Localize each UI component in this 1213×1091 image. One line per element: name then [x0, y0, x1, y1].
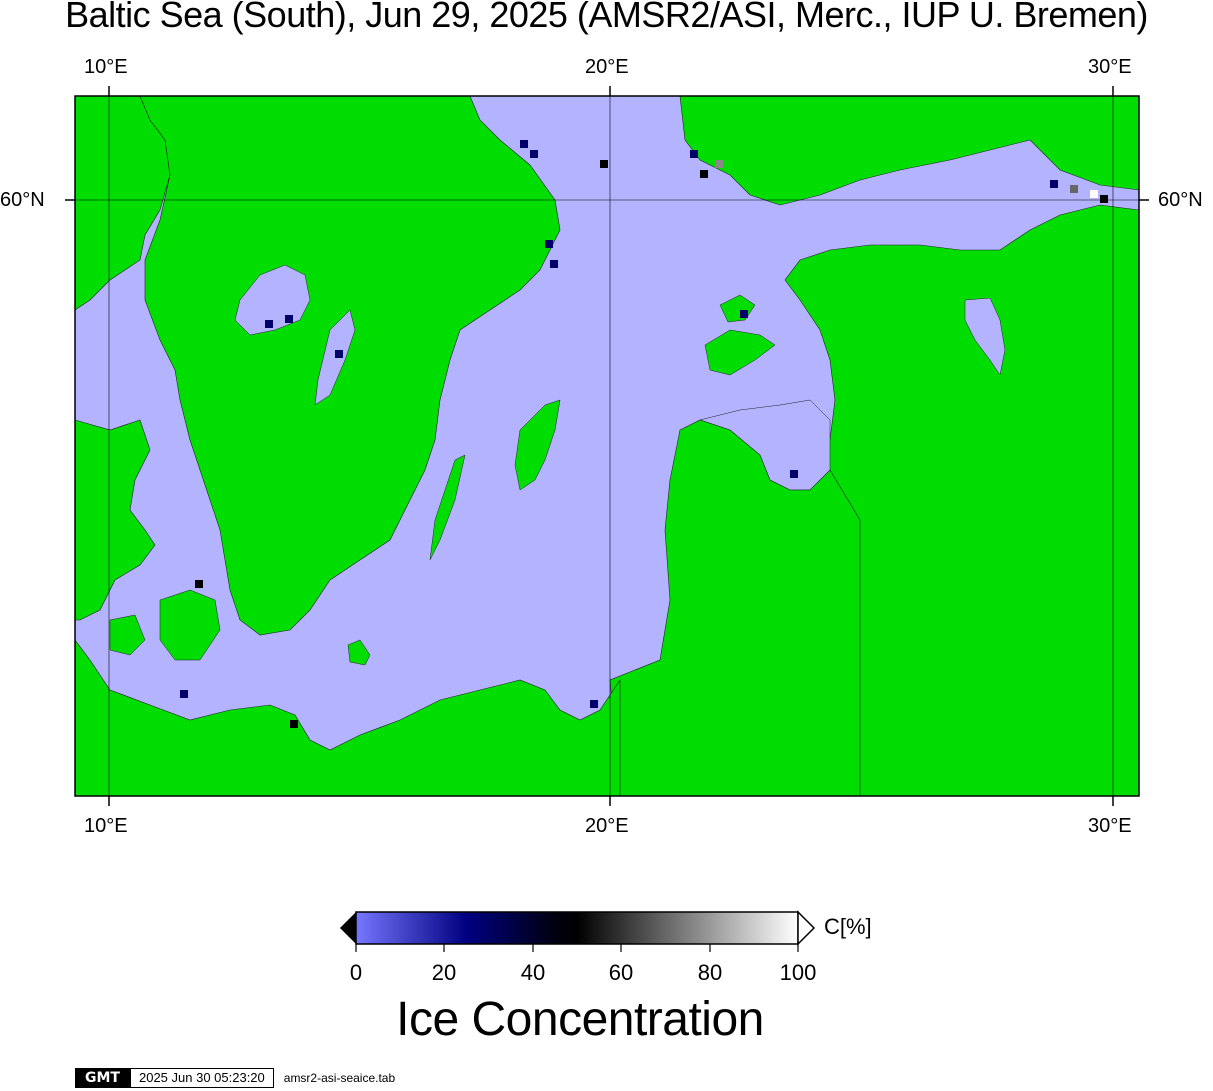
gmt-logo: GMT: [75, 1068, 130, 1088]
map-title: Baltic Sea (South), Jun 29, 2025 (AMSR2/…: [65, 0, 1148, 35]
land-baltics: [609, 419, 861, 796]
land-bornholm: [347, 639, 371, 666]
land-oland: [429, 454, 466, 561]
colorbar-low-arrow: [340, 912, 356, 944]
axis-ticks: [65, 86, 1149, 806]
colorbar-high-arrow: [797, 910, 816, 946]
colorbar-tick-60: 60: [608, 960, 634, 985]
lon-tick-bottom-10: 10°E: [84, 815, 128, 837]
land-germany-poland: [75, 639, 621, 796]
land-sweden: [139, 96, 561, 636]
ice-edge-pixels: [180, 140, 1108, 728]
colorbar-gradient: [355, 911, 799, 945]
lon-tick-bottom-30: 30°E: [1088, 815, 1132, 837]
land-gotland: [514, 399, 561, 491]
filename: amsr2-asi-seaice.tab: [283, 1071, 396, 1085]
colorbar-title: Ice Concentration: [396, 993, 764, 1046]
land-zealand: [159, 589, 221, 661]
lon-tick-top-10: 10°E: [84, 56, 128, 78]
colorbar-tick-20: 20: [431, 960, 457, 985]
colorbar-tick-80: 80: [697, 960, 723, 985]
colorbar-unit: C[%]: [824, 914, 872, 939]
land-jutland: [75, 419, 156, 621]
map-frame: [74, 95, 1140, 797]
colorbar-tick-0: 0: [349, 960, 363, 985]
colorbar-ticks: [355, 944, 799, 952]
colorbar: [340, 910, 816, 952]
timestamp: 2025 Jun 30 05:23:20: [129, 1068, 274, 1088]
lon-tick-top-20: 20°E: [585, 56, 629, 78]
colorbar-tick-100: 100: [779, 960, 817, 985]
colorbar-tick-40: 40: [520, 960, 546, 985]
lat-tick-left-60: 60°N: [0, 189, 45, 211]
lon-tick-top-30: 30°E: [1088, 56, 1132, 78]
footer: GMT 2025 Jun 30 05:23:20 amsr2-asi-seaic…: [75, 1068, 395, 1088]
lat-tick-right-60: 60°N: [1158, 189, 1203, 211]
lon-tick-bottom-20: 20°E: [585, 815, 629, 837]
lake-peipus: [964, 297, 1006, 376]
land-saaremaa: [704, 329, 776, 376]
land-funen: [109, 614, 146, 656]
